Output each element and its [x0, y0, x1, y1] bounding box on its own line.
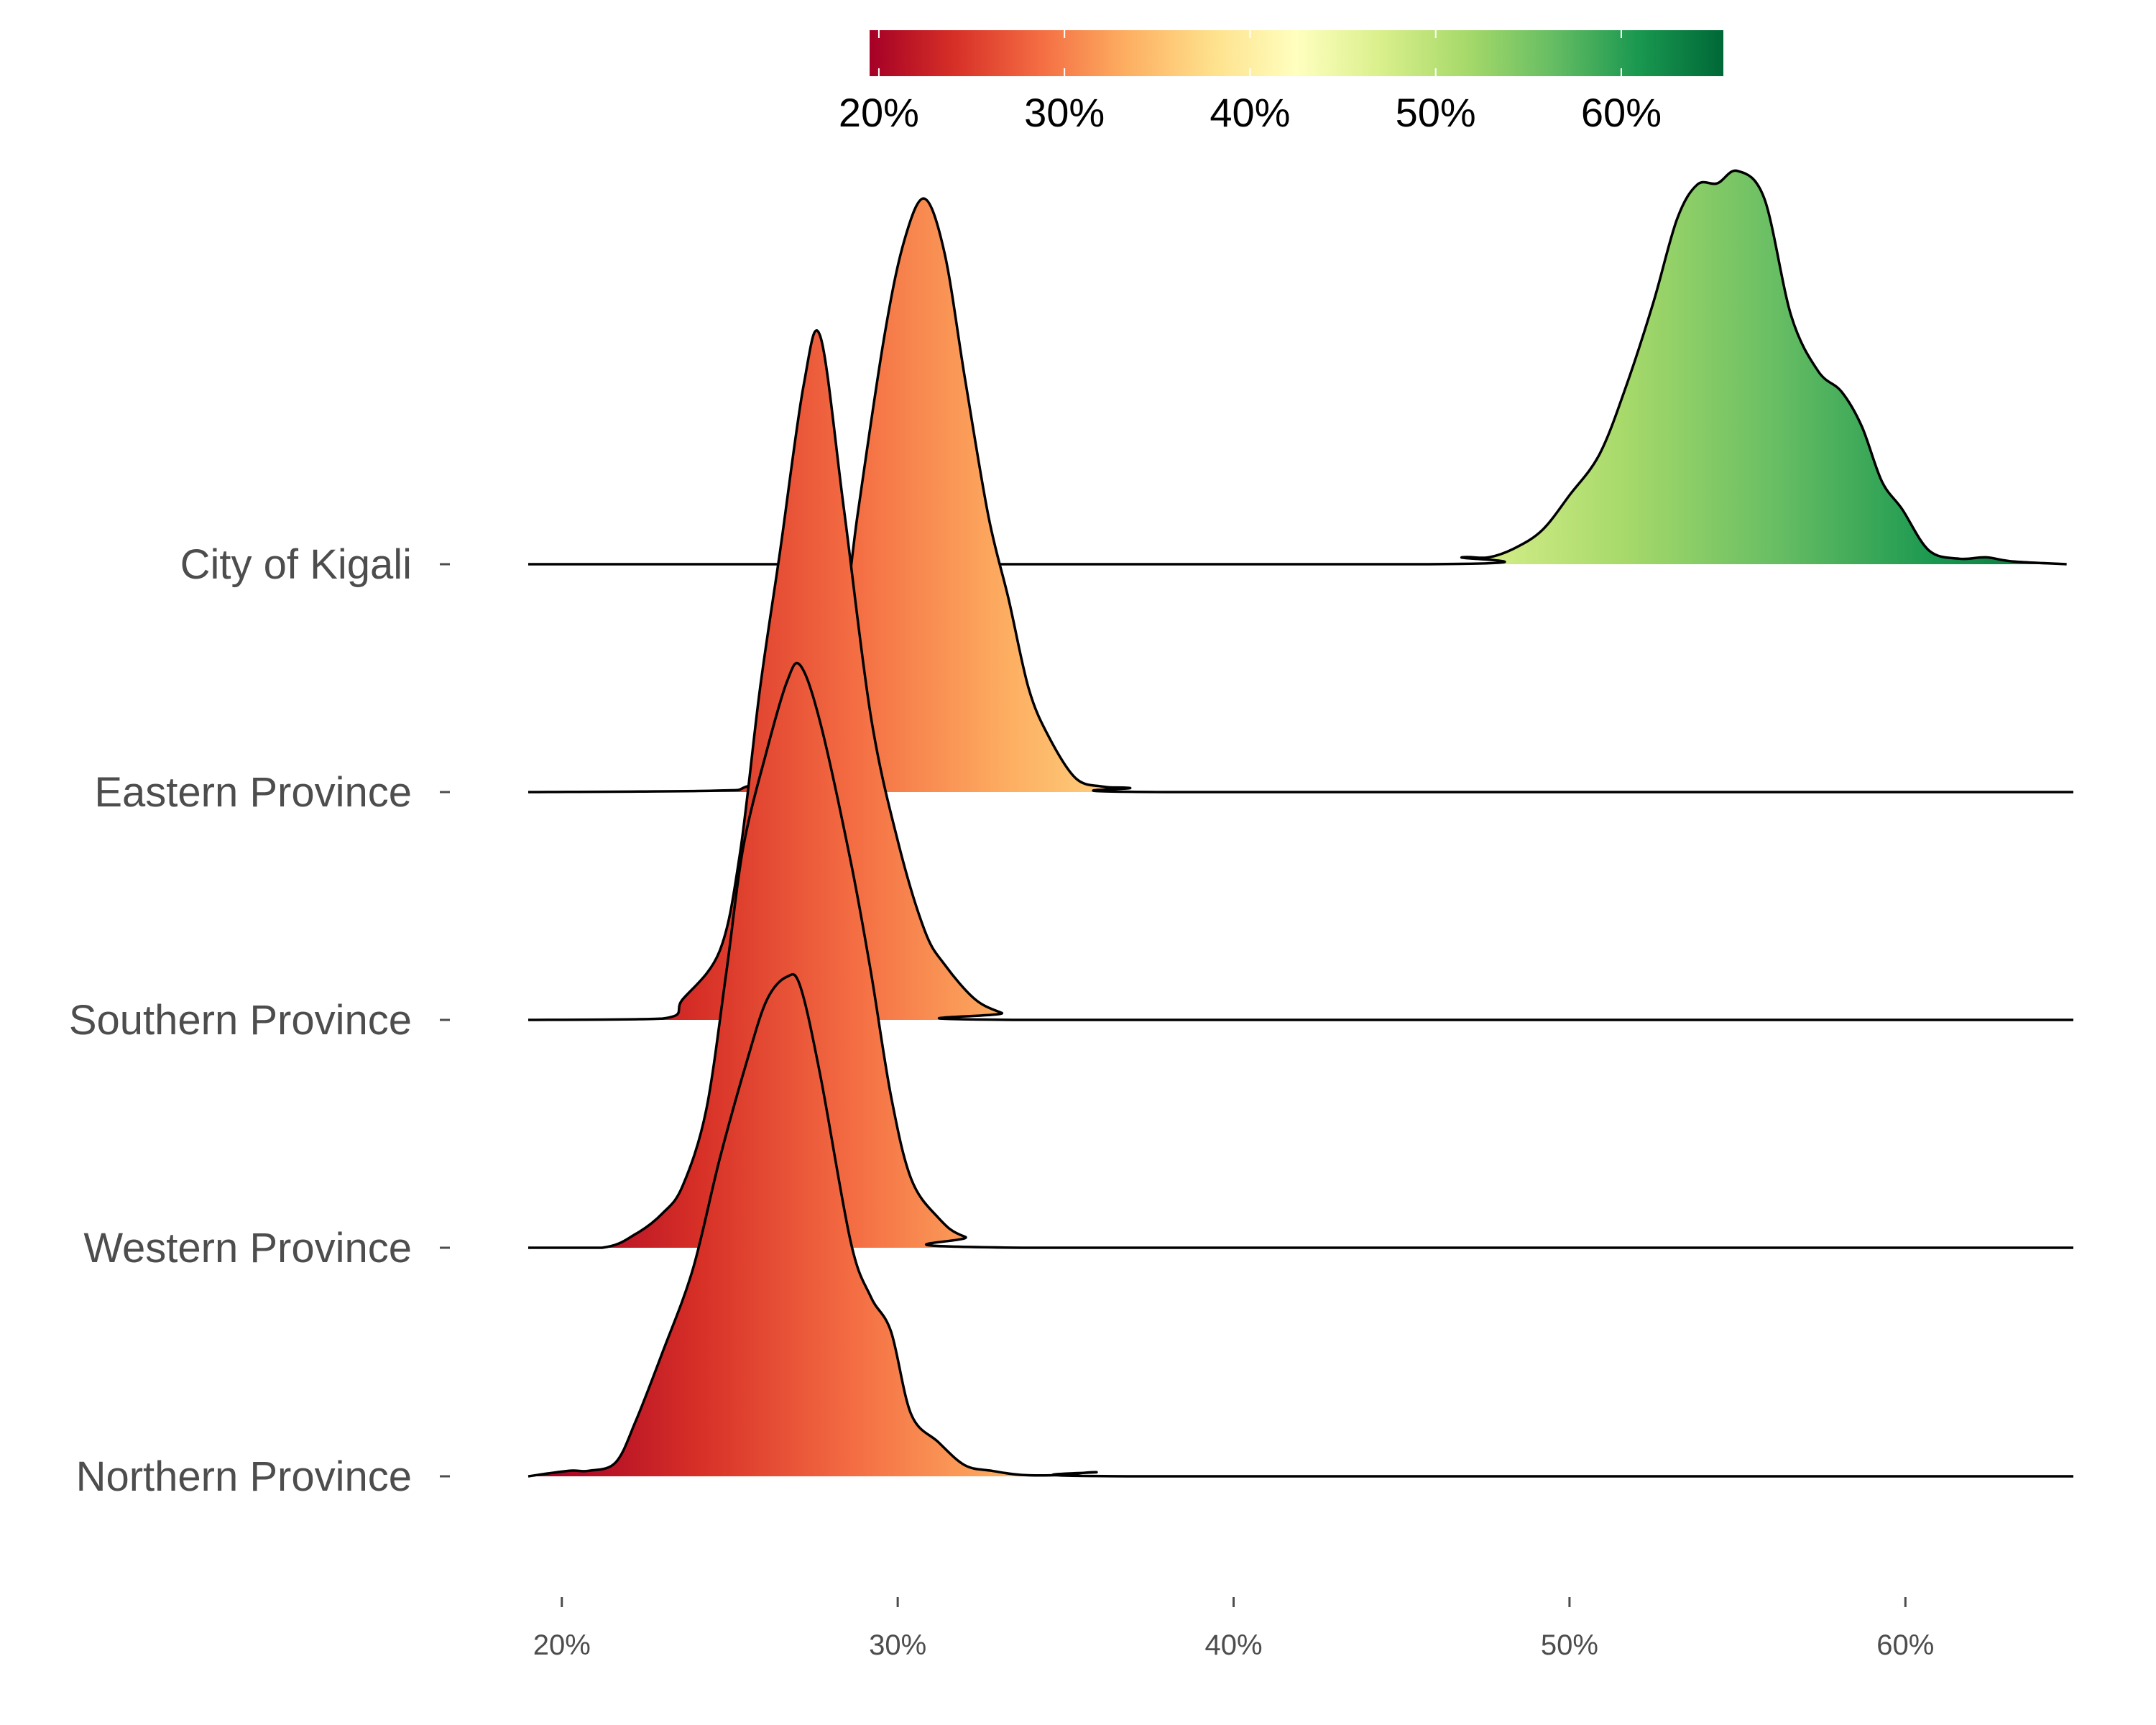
ridge-fill	[528, 974, 2073, 1476]
colorbar-tick-label: 50%	[1396, 90, 1476, 135]
colorbar-tick-label: 20%	[839, 90, 919, 135]
ridge-outline	[528, 329, 2073, 1021]
colorbar-tick-label: 40%	[1210, 90, 1290, 135]
colorbar-tick-label: 30%	[1024, 90, 1105, 135]
ridge-fill	[528, 330, 2073, 1021]
ridge-outline	[528, 972, 2073, 1478]
y-tick-label: Southern Province	[69, 997, 412, 1044]
x-axis: 20% 30% 40% 50% 60%	[533, 1597, 1934, 1661]
ridges	[528, 169, 2073, 1478]
y-tick-label: City of Kigali	[180, 541, 412, 588]
ridge-outline	[528, 169, 2067, 566]
x-tick-label: 50%	[1541, 1629, 1598, 1661]
ridge-fill	[528, 170, 2067, 565]
y-tick-label: Northern Province	[76, 1453, 412, 1500]
colorbar-gradient	[870, 30, 1723, 76]
y-tick-label: Eastern Province	[94, 769, 412, 816]
y-tick-label: Western Province	[83, 1225, 412, 1271]
x-tick-label: 20%	[533, 1629, 591, 1661]
x-tick-label: 40%	[1204, 1629, 1262, 1661]
ridge-fill	[528, 198, 2073, 793]
ridge-outline	[528, 661, 2073, 1249]
y-axis: City of Kigali Eastern Province Southern P…	[69, 541, 450, 1500]
colorbar-legend: 20% 30% 40% 50% 60%	[839, 30, 1723, 135]
ridge-fill	[528, 663, 2073, 1248]
colorbar-tick-label: 60%	[1581, 90, 1662, 135]
x-tick-label: 60%	[1876, 1629, 1934, 1661]
x-tick-label: 30%	[869, 1629, 926, 1661]
